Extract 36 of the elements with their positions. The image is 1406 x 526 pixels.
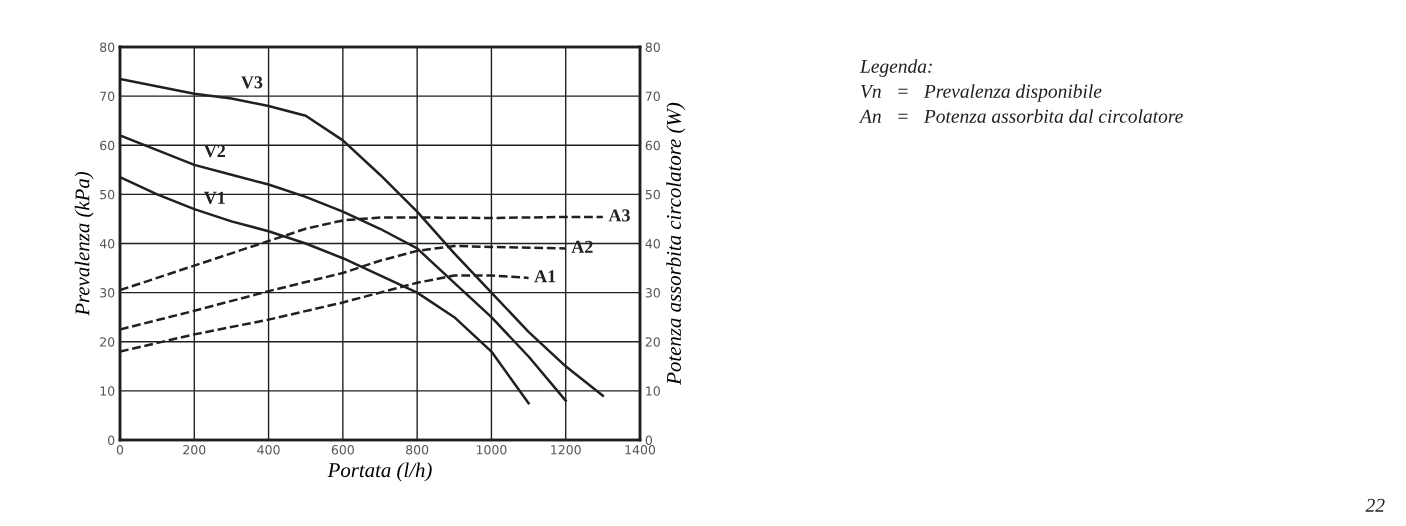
- x-tick-label: 0: [116, 445, 124, 455]
- y2-tick-label: 20: [645, 337, 660, 347]
- text: Legenda:: [859, 59, 932, 77]
- x-tick-label: 1400: [625, 445, 656, 455]
- series-label: V3: [241, 76, 263, 89]
- y2-tick-label: 30: [645, 288, 660, 298]
- x-tick-label: 200: [183, 445, 206, 455]
- series-label: A1: [534, 270, 556, 283]
- y-tick-label: 70: [100, 91, 115, 102]
- x-axis-title: Portata (l/h): [327, 462, 432, 482]
- y2-tick-label: 70: [645, 91, 660, 102]
- y-tick-label: 30: [100, 288, 115, 298]
- y2-axis-title: Potenza assorbita circolatore (W): [666, 102, 686, 385]
- text: 22: [1365, 498, 1385, 512]
- y2-tick-label: 60: [645, 140, 660, 151]
- y-tick-label: 0: [108, 435, 115, 445]
- text: Vn = Prevalenza disponibile: [861, 84, 1102, 102]
- x-tick-label: 800: [406, 445, 429, 455]
- y2-tick-label: 50: [645, 189, 660, 200]
- y2-tick-label: 0: [645, 435, 652, 445]
- y2-tick-label: 40: [645, 238, 660, 249]
- x-tick-label: 600: [331, 445, 354, 455]
- y-tick-label: 20: [100, 337, 115, 347]
- y2-tick-label: 10: [646, 386, 660, 396]
- x-tick-label: 1200: [551, 445, 581, 455]
- y-axis-title: Prevalenza (kPa): [74, 171, 94, 316]
- y-tick-label: 40: [99, 238, 115, 249]
- y-tick-label: 10: [100, 386, 115, 396]
- y-tick-label: 80: [100, 42, 115, 52]
- y2-tick-label: 80: [645, 42, 660, 52]
- series-label: A3: [608, 209, 630, 222]
- x-tick-label: 1000: [476, 445, 507, 455]
- y-tick-label: 60: [100, 140, 115, 151]
- y-tick-label: 50: [100, 189, 115, 200]
- x-tick-label: 400: [257, 445, 280, 455]
- text: An = Potenza assorbita dal circolatore: [858, 109, 1183, 123]
